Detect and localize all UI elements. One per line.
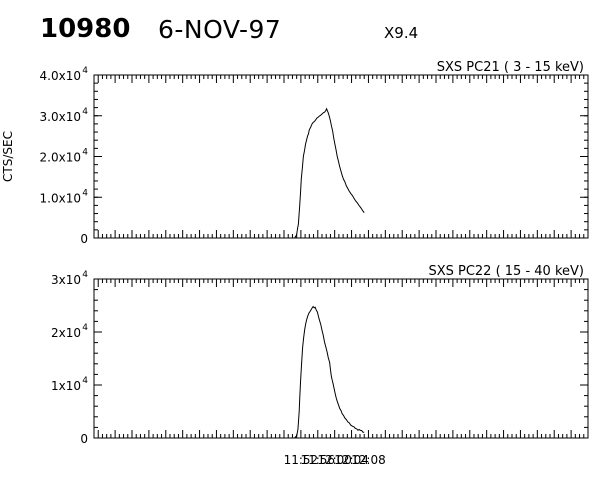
y-tick-label: 4.0x10 [40, 69, 81, 83]
series-line [288, 305, 365, 439]
y-tick-exponent: 4 [82, 148, 88, 158]
y-tick-label: 1.0x10 [40, 191, 81, 205]
y-axis-label: CTS/SEC [1, 131, 15, 182]
event-id: 10980 [40, 14, 131, 44]
y-tick-label: 2x10 [51, 326, 81, 340]
flare-class: X9.4 [384, 24, 419, 42]
y-tick-label: 3x10 [51, 273, 81, 287]
y-tick-exponent: 4 [82, 107, 88, 117]
y-tick-label: 0 [80, 432, 88, 446]
plot-frame [93, 74, 589, 239]
event-date: 6-NOV-97 [158, 15, 282, 44]
y-tick-label: 3.0x10 [40, 110, 81, 124]
series-line [288, 107, 365, 239]
y-tick-exponent: 4 [82, 188, 88, 198]
y-tick-exponent: 4 [82, 66, 88, 76]
x-tick-label: 12:08 [351, 453, 386, 467]
x-tick-label: 12:04 [334, 453, 369, 467]
x-tick-label: 12:00 [317, 453, 352, 467]
x-tick-label: 11:56 [300, 453, 335, 467]
panel-title: SXS PC22 ( 15 - 40 keV) [428, 264, 584, 279]
y-tick-exponent: 4 [82, 270, 88, 280]
y-tick-label: 1x10 [51, 379, 81, 393]
y-tick-exponent: 4 [82, 376, 88, 386]
y-tick-label: 0 [80, 232, 88, 246]
y-tick-exponent: 4 [82, 323, 88, 333]
x-tick-label: 11:52 [284, 453, 319, 467]
y-tick-label: 2.0x10 [40, 151, 81, 165]
panel-title: SXS PC21 ( 3 - 15 keV) [437, 60, 584, 75]
plot-frame [93, 278, 589, 439]
